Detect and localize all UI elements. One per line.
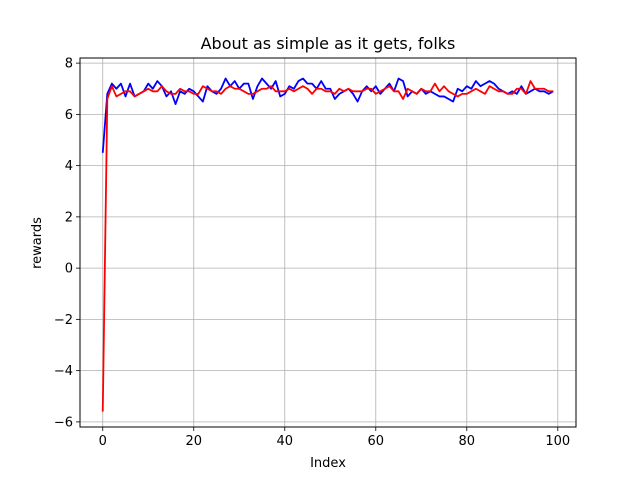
x-tick-label: 40	[276, 434, 293, 449]
y-tick-label: 2	[65, 210, 73, 225]
x-axis-ticks: 0 20 40 60 80 100	[99, 427, 570, 449]
y-tick-label: 6	[65, 108, 73, 123]
x-axis-label: Index	[310, 456, 346, 471]
series-line-1	[101, 77, 554, 153]
y-axis-ticks: −6 −4 −2 0 2 4 6 8	[54, 57, 80, 430]
series-line-2	[101, 80, 554, 412]
x-tick-label: 100	[545, 434, 570, 449]
y-tick-label: −4	[54, 364, 73, 379]
y-tick-label: 8	[65, 57, 73, 72]
y-tick-label: −2	[54, 313, 73, 328]
plot-frame	[79, 57, 577, 428]
x-tick-label: 0	[99, 434, 107, 449]
chart-title: About as simple as it gets, folks	[201, 34, 456, 53]
y-axis-label: rewards	[30, 217, 45, 269]
x-tick-label: 20	[185, 434, 202, 449]
x-tick-label: 60	[368, 434, 385, 449]
y-tick-label: 0	[65, 262, 73, 277]
y-tick-label: −6	[54, 415, 73, 430]
x-tick-label: 80	[459, 434, 476, 449]
grid	[80, 58, 576, 427]
y-tick-label: 4	[65, 159, 73, 174]
series-lines	[101, 77, 554, 412]
